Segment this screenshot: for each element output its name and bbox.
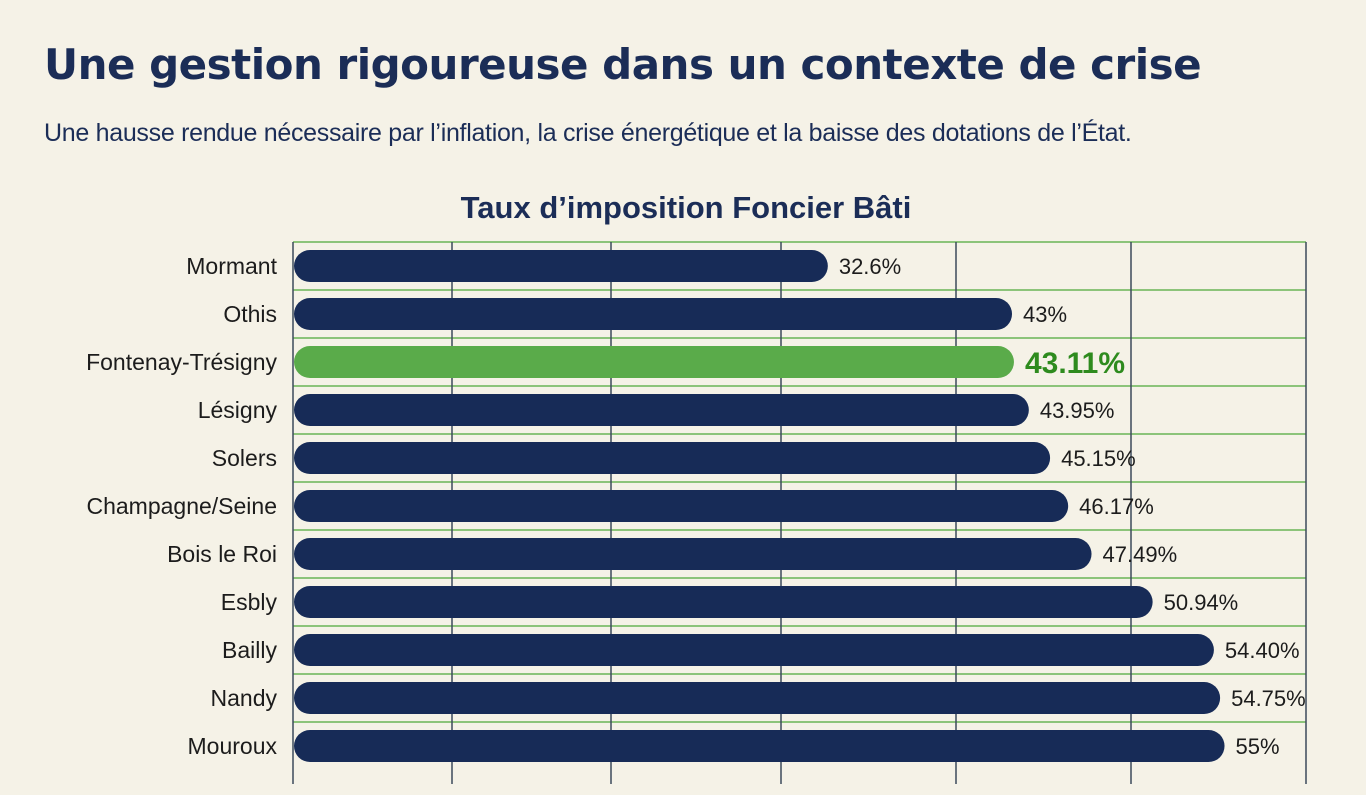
bar xyxy=(294,634,1214,666)
value-label: 32.6% xyxy=(839,254,901,279)
category-label: Nandy xyxy=(211,685,278,711)
value-label: 50.94% xyxy=(1164,590,1239,615)
category-label: Othis xyxy=(223,301,277,327)
category-label: Bailly xyxy=(222,637,277,663)
bar xyxy=(294,490,1068,522)
category-label: Fontenay-Trésigny xyxy=(86,349,277,375)
bar xyxy=(294,730,1225,762)
value-label: 43.95% xyxy=(1040,398,1115,423)
bar-highlight xyxy=(294,346,1014,378)
value-label: 43% xyxy=(1023,302,1067,327)
category-label: Esbly xyxy=(221,589,278,615)
value-label: 43.11% xyxy=(1025,347,1125,380)
value-label: 45.15% xyxy=(1061,446,1136,471)
value-label: 54.40% xyxy=(1225,638,1300,663)
bar xyxy=(294,682,1220,714)
value-label: 47.49% xyxy=(1103,542,1178,567)
bar xyxy=(294,442,1050,474)
category-label: Lésigny xyxy=(198,397,278,423)
bar xyxy=(294,394,1029,426)
bar xyxy=(294,538,1092,570)
value-label: 46.17% xyxy=(1079,494,1154,519)
bar xyxy=(294,298,1012,330)
category-label: Mouroux xyxy=(188,733,278,759)
category-labels: Mormant Othis Fontenay-Trésigny Lésigny Sole… xyxy=(86,253,278,759)
category-label: Mormant xyxy=(186,253,277,279)
category-label: Solers xyxy=(212,445,277,471)
value-label: 55% xyxy=(1236,734,1280,759)
bar xyxy=(294,250,828,282)
category-label: Champagne/Seine xyxy=(86,493,277,519)
category-label: Bois le Roi xyxy=(167,541,277,567)
bar xyxy=(294,586,1153,618)
value-label: 54.75% xyxy=(1231,686,1306,711)
